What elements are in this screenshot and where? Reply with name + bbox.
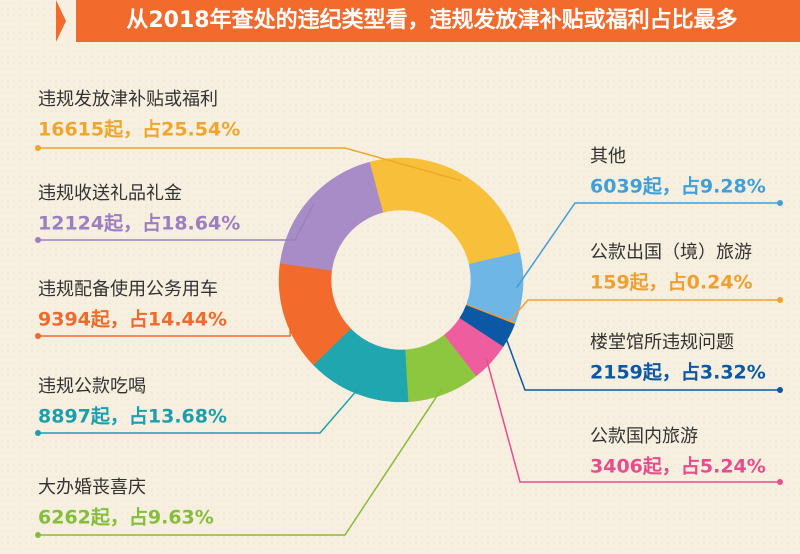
value-label: 9394起，占14.44% xyxy=(38,308,227,331)
legend-label: 楼堂馆所违规问题 xyxy=(590,332,734,353)
leader-dot xyxy=(35,430,41,436)
legend-label: 违规公款吃喝 xyxy=(38,376,146,397)
leader-dot xyxy=(35,333,41,339)
legend-label: 公款国内旅游 xyxy=(590,426,698,447)
leader-line xyxy=(38,202,315,241)
value-label: 6039起，占9.28% xyxy=(590,175,766,198)
leader-line xyxy=(38,387,360,434)
value-label: 8897起，占13.68% xyxy=(38,405,227,428)
leader-dot xyxy=(35,145,41,151)
value-label: 3406起，占5.24% xyxy=(590,455,766,478)
leader-dot xyxy=(35,532,41,538)
slice xyxy=(279,161,384,271)
legend-label: 违规配备使用公务用车 xyxy=(38,279,218,300)
legend-label: 大办婚丧喜庆 xyxy=(38,477,146,498)
leader-dot xyxy=(35,237,41,243)
legend-label: 其他 xyxy=(590,146,626,167)
title-banner xyxy=(56,0,800,42)
leader-line xyxy=(508,299,780,322)
leader-dot xyxy=(777,200,783,206)
leader-line xyxy=(38,147,461,182)
leader-line xyxy=(38,315,292,337)
leader-dot xyxy=(777,479,783,485)
leader-line xyxy=(503,332,780,391)
value-label: 6262起，占9.63% xyxy=(38,506,214,529)
legend-label: 违规收送礼品礼金 xyxy=(38,183,182,204)
value-label: 12124起，占18.64% xyxy=(38,212,240,235)
legend-label: 违规发放津补贴或福利 xyxy=(38,89,218,110)
value-label: 16615起，占25.54% xyxy=(38,118,240,141)
value-label: 2159起，占3.32% xyxy=(590,361,766,384)
plot: 违规发放津补贴或福利 16615起，占25.54% 其他 6039起，占9.28% 公款… xyxy=(35,89,783,538)
banner-notch xyxy=(56,0,76,42)
leader-dot xyxy=(777,387,783,393)
leader-dot xyxy=(777,297,783,303)
value-label: 159起，占0.24% xyxy=(590,271,753,294)
leader-line xyxy=(485,358,780,483)
legend-label: 公款出国（境）旅游 xyxy=(590,242,752,263)
leader-line xyxy=(516,202,780,288)
leader-line xyxy=(38,388,443,536)
chart-title: 从2018年查处的违纪类型看，违规发放津补贴或福利占比最多 xyxy=(126,7,737,33)
